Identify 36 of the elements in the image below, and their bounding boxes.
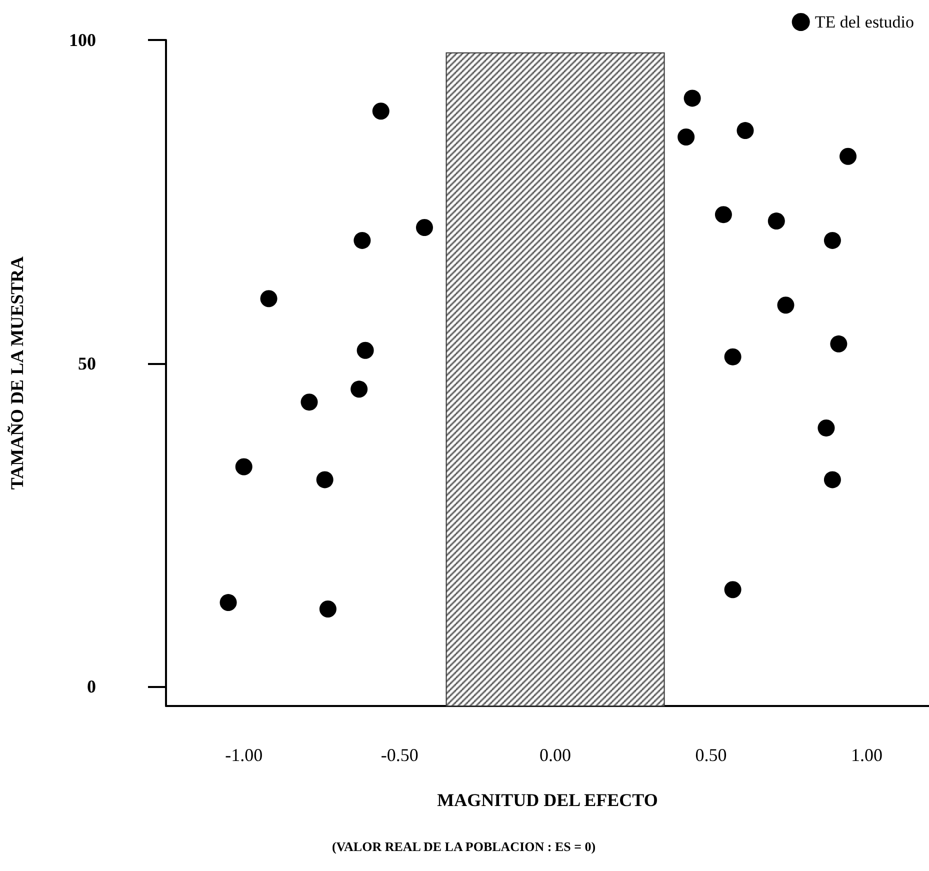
point bbox=[260, 290, 278, 308]
point bbox=[220, 594, 237, 612]
point bbox=[768, 212, 785, 230]
point bbox=[736, 122, 754, 140]
y-axis-title: TAMAÑO DE LA MUESTRA bbox=[7, 256, 27, 490]
point bbox=[840, 148, 857, 165]
y-tick-label: 100 bbox=[69, 30, 96, 50]
x-tick-label: 0.00 bbox=[540, 745, 572, 765]
y-tick-label: 50 bbox=[78, 353, 96, 374]
point bbox=[235, 458, 252, 476]
point bbox=[678, 128, 695, 146]
point bbox=[724, 581, 742, 598]
point bbox=[818, 419, 835, 436]
y-tick-label: 0 bbox=[87, 676, 96, 697]
text: (VALOR REAL DE LA POBLACION : ES = 0) bbox=[332, 839, 596, 854]
point bbox=[714, 206, 732, 224]
point bbox=[300, 394, 318, 411]
x-tick-label: 1.00 bbox=[850, 745, 882, 765]
x-axis-title: MAGNITUD DEL EFECTO bbox=[437, 790, 658, 810]
point bbox=[724, 348, 742, 366]
x-tick-label: -0.50 bbox=[380, 745, 418, 765]
point bbox=[316, 471, 334, 488]
point bbox=[824, 471, 841, 488]
point bbox=[416, 219, 433, 236]
point bbox=[830, 335, 848, 352]
x-tick-label: -1.00 bbox=[225, 745, 263, 765]
x-tick-label: 0.50 bbox=[695, 745, 727, 765]
legend-label: TE del estudio bbox=[814, 12, 914, 32]
point bbox=[372, 102, 390, 120]
point bbox=[319, 600, 336, 618]
point bbox=[824, 232, 841, 249]
point bbox=[777, 296, 794, 314]
point bbox=[356, 342, 374, 359]
point bbox=[350, 380, 368, 398]
point bbox=[684, 90, 701, 107]
point bbox=[354, 232, 371, 249]
